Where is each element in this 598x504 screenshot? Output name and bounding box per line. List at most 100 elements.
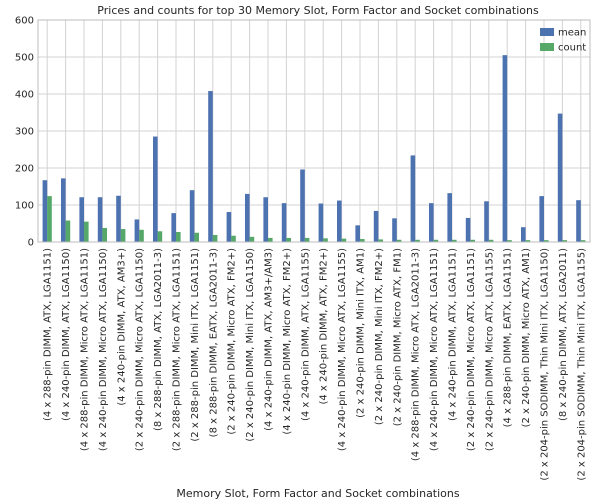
- x-tick-label: (2 x 240-pin DIMM, Micro ATX, LGA1155): [484, 248, 495, 451]
- bar-mean: [557, 113, 563, 242]
- bar-mean: [429, 203, 434, 242]
- x-tick-label: (2 x 240-pin DIMM, Mini ITX, AM1): [356, 248, 367, 418]
- x-tick-label: (2 x 288-pin DIMM, Mini ITX, LGA1151): [190, 248, 201, 442]
- x-tick-label: (4 x 240-pin DIMM, ATX, FM2+): [319, 248, 330, 405]
- bar-count: [47, 196, 52, 242]
- bar-mean: [300, 169, 305, 242]
- x-tick-label: (4 x 240-pin DIMM, ATX, LGA1155): [300, 248, 311, 421]
- bar-count: [139, 229, 144, 242]
- y-axis: 0 100 200 300 400 500 600: [15, 16, 34, 249]
- bar-count: [360, 239, 365, 242]
- x-tick-label: (4 x 240-pin DIMM, ATX, AM3+/AM3): [264, 248, 275, 431]
- x-tick-label: (2 x 240-pin DIMM, Micro ATX, FM1): [392, 248, 403, 426]
- bar-count: [84, 221, 89, 242]
- bar-mean: [79, 197, 84, 242]
- x-tick-label: (2 x 240-pin DIMM, Mini ITX, FM2+): [374, 248, 385, 425]
- bar-mean: [521, 227, 526, 242]
- bar-mean: [61, 178, 66, 242]
- x-tick-label: (4 x 240-pin DIMM, Micro ATX, LGA1150): [98, 248, 109, 451]
- x-tick-label: (4 x 240-pin DIMM, ATX, AM3+): [116, 248, 127, 406]
- bar-mean: [116, 195, 121, 242]
- bar-count: [65, 220, 71, 242]
- bar-mean: [539, 196, 544, 242]
- bar-mean: [465, 217, 471, 242]
- bar-count: [378, 239, 383, 242]
- bar-mean: [410, 155, 416, 242]
- x-tick-label: (4 x 288-pin DIMM, EATX, LGA1151): [503, 248, 514, 427]
- bar-count: [176, 232, 181, 242]
- x-tick-label: (4 x 240-pin DIMM, Micro ATX, FM2+): [282, 248, 293, 435]
- x-axis-title: Memory Slot, Form Factor and Socket comb…: [176, 487, 460, 500]
- x-tick-label: (2 x 240-pin DIMM, Micro ATX, FM2+): [227, 248, 238, 435]
- bars: [42, 55, 586, 243]
- bar-mean: [355, 225, 360, 242]
- bar-count: [452, 239, 457, 242]
- x-tick-label: (4 x 288-pin DIMM, Micro ATX, LGA1151): [80, 248, 91, 451]
- bar-count: [562, 240, 567, 242]
- bar-count: [580, 240, 586, 242]
- bar-mean: [189, 190, 195, 242]
- y-tick-label: 400: [15, 90, 34, 101]
- bar-count: [304, 237, 310, 242]
- x-tick-label: (2 x 240-pin DIMM, Micro ATX, AM1): [521, 248, 532, 427]
- x-tick-label: (4 x 288-pin DIMM, ATX, LGA1151): [43, 248, 54, 421]
- bar-count: [415, 239, 420, 242]
- bar-count: [231, 235, 236, 242]
- bar-count: [120, 229, 126, 242]
- x-tick-label: (4 x 240-pin DIMM, ATX, LGA1151): [448, 248, 459, 421]
- bar-mean: [153, 136, 158, 242]
- x-tick-label: (4 x 240-pin DIMM, ATX, LGA1150): [61, 248, 72, 421]
- bar-mean: [171, 213, 176, 242]
- x-tick-label: (8 x 240-pin DIMM, ATX, LGA2011): [558, 248, 569, 421]
- bar-mean: [263, 197, 268, 242]
- y-tick-label: 500: [15, 53, 34, 64]
- x-tick-label: (8 x 288-pin DIMM, ATX, LGA2011-3): [153, 248, 164, 431]
- bar-count: [433, 239, 439, 242]
- bar-mean: [484, 201, 489, 242]
- x-axis: (4 x 288-pin DIMM, ATX, LGA1151) (4 x 240…: [43, 248, 588, 481]
- x-tick-label: (2 x 204-pin SODIMM, Thin Mini ITX, LGA1…: [540, 248, 551, 481]
- bar-count: [341, 238, 347, 242]
- x-tick-label: (4 x 240-pin DIMM, Micro ATX, LGA1155): [337, 248, 348, 451]
- chart-title: Prices and counts for top 30 Memory Slot…: [97, 4, 539, 17]
- bar-mean: [245, 193, 250, 242]
- x-tick-label: (4 x 240-pin DIMM, Micro ATX, LGA1151): [429, 248, 440, 451]
- x-tick-label: (8 x 288-pin DIMM, EATX, LGA2011-3): [208, 248, 219, 437]
- bar-count: [268, 237, 273, 242]
- legend-label-count: count: [558, 43, 586, 54]
- bar-count: [470, 239, 475, 242]
- bar-count: [157, 231, 163, 242]
- bar-count: [396, 239, 402, 242]
- bar-mean: [392, 218, 397, 242]
- bar-count: [507, 240, 512, 242]
- bar-mean: [337, 200, 342, 242]
- bar-mean: [318, 203, 324, 242]
- x-tick-label: (2 x 240-pin DIMM, Micro ATX, LGA1151): [466, 248, 477, 451]
- bar-count: [194, 232, 199, 242]
- bar-count: [323, 238, 328, 242]
- legend: mean count: [540, 28, 586, 54]
- bar-count: [212, 234, 218, 242]
- bar-count: [102, 227, 107, 242]
- y-tick-label: 100: [15, 201, 34, 212]
- bar-mean: [281, 203, 287, 242]
- x-tick-label: (2 x 240-pin DIMM, Mini ITX, LGA1150): [245, 248, 256, 442]
- bar-mean: [97, 197, 103, 242]
- legend-swatch-count: [540, 43, 554, 51]
- legend-label-mean: mean: [558, 28, 586, 39]
- bar-mean: [576, 200, 581, 242]
- bar-mean: [502, 55, 508, 243]
- bar-mean: [226, 212, 232, 242]
- bar-count: [249, 236, 255, 242]
- y-tick-label: 600: [15, 16, 34, 27]
- legend-swatch-mean: [540, 28, 554, 36]
- y-tick-label: 0: [28, 238, 34, 249]
- bar-mean: [42, 180, 48, 242]
- x-tick-label: (2 x 240-pin DIMM, Micro ATX, LGA1150): [135, 248, 146, 451]
- bar-mean: [447, 193, 452, 242]
- x-tick-label: (4 x 288-pin DIMM, Micro ATX, LGA2011-3): [411, 248, 422, 461]
- bar-count: [525, 240, 531, 242]
- bar-count: [544, 240, 549, 242]
- bar-count: [488, 239, 494, 242]
- y-tick-label: 200: [15, 164, 34, 175]
